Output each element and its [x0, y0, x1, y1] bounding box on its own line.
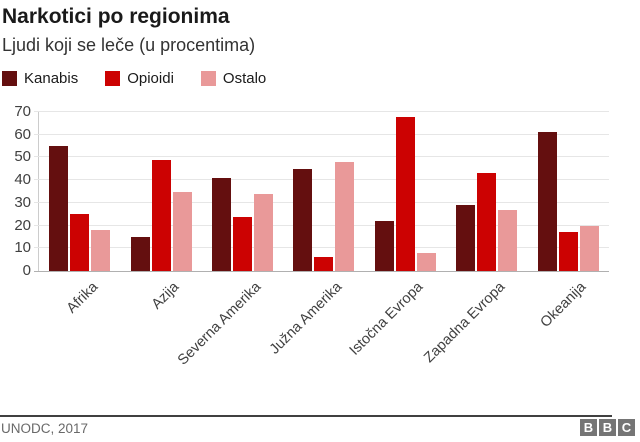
bar-opioidi-afrika	[70, 214, 90, 271]
gridline-10	[34, 247, 609, 249]
bar-kanabis-okeanija	[537, 132, 557, 271]
y-tick-label-40: 40	[14, 171, 31, 189]
y-tick-label-20: 20	[14, 216, 31, 234]
bar-ostalo-isto-na-evropa	[416, 252, 436, 271]
bbc-logo-letter: B	[599, 419, 616, 436]
legend-label-opioidi: Opioidi	[127, 70, 174, 87]
y-tick-label-0: 0	[22, 262, 31, 279]
gridline-30	[34, 201, 609, 203]
bar-group-severna-amerika	[202, 112, 283, 271]
gridline-40	[34, 179, 609, 181]
legend-swatch-ostalo	[200, 71, 216, 86]
gridline-20	[34, 224, 609, 226]
bar-kanabis-isto-na-evropa	[374, 221, 394, 271]
footer-divider	[0, 415, 612, 417]
bar-ostalo-azija	[172, 191, 192, 271]
legend-swatch-kanabis	[2, 71, 17, 86]
bbc-logo-letter: C	[618, 419, 635, 436]
bar-kanabis-ju-na-amerika	[293, 168, 313, 271]
x-tick-label-okeanija: Okeanija	[537, 279, 590, 331]
legend: Kanabis Opioidi Ostalo	[2, 70, 266, 87]
bar-ostalo-okeanija	[579, 225, 599, 271]
bar-opioidi-severna-amerika	[233, 216, 253, 271]
bar-group-afrika	[39, 112, 120, 271]
bar-kanabis-zapadna-evropa	[456, 205, 476, 271]
bar-ostalo-afrika	[91, 230, 111, 271]
gridline-60	[34, 133, 609, 135]
bbc-logo-letter: B	[580, 419, 597, 436]
bar-kanabis-afrika	[49, 146, 69, 271]
y-tick-label-10: 10	[14, 239, 31, 257]
y-tick-label-50: 50	[14, 148, 31, 166]
y-tick-label-60: 60	[14, 125, 31, 143]
gridline-50	[34, 156, 609, 158]
plot-area: Afrika Azija Severna Amerika Južna Amerika I…	[34, 111, 609, 368]
legend-label-ostalo: Ostalo	[222, 70, 267, 87]
bar-group-ju-na-amerika	[283, 112, 364, 271]
bar-opioidi-azija	[151, 159, 171, 271]
legend-item-opioidi: Opioidi	[105, 70, 174, 87]
y-tick-label-70: 70	[14, 103, 31, 120]
bbc-logo: B B C	[580, 419, 635, 436]
gridline-0	[34, 271, 609, 272]
bar-group-zapadna-evropa	[446, 112, 527, 271]
bar-opioidi-isto-na-evropa	[395, 116, 415, 271]
bar-opioidi-ju-na-amerika	[314, 257, 334, 271]
bar-opioidi-okeanija	[558, 232, 578, 271]
bar-ostalo-ju-na-amerika	[335, 161, 355, 271]
source-credit: UNODC, 2017	[1, 421, 89, 436]
bar-kanabis-azija	[130, 236, 150, 271]
legend-swatch-opioidi	[105, 71, 121, 86]
bar-group-okeanija	[528, 112, 609, 271]
bar-group-azija	[120, 112, 201, 271]
bar-opioidi-zapadna-evropa	[477, 173, 497, 271]
bar-ostalo-zapadna-evropa	[498, 209, 518, 271]
legend-label-kanabis: Kanabis	[24, 70, 79, 87]
page-title: Narkotici po regionima	[2, 5, 230, 28]
bar-kanabis-severna-amerika	[212, 177, 232, 271]
legend-item-ostalo: Ostalo	[200, 70, 267, 87]
legend-item-kanabis: Kanabis	[2, 70, 78, 87]
gridline-70	[34, 111, 609, 112]
y-tick-label-30: 30	[14, 193, 31, 211]
page-subtitle: Ljudi koji se leče (u procentima)	[2, 35, 256, 55]
bar-ostalo-severna-amerika	[254, 193, 274, 271]
bar-group-isto-na-evropa	[365, 112, 446, 271]
